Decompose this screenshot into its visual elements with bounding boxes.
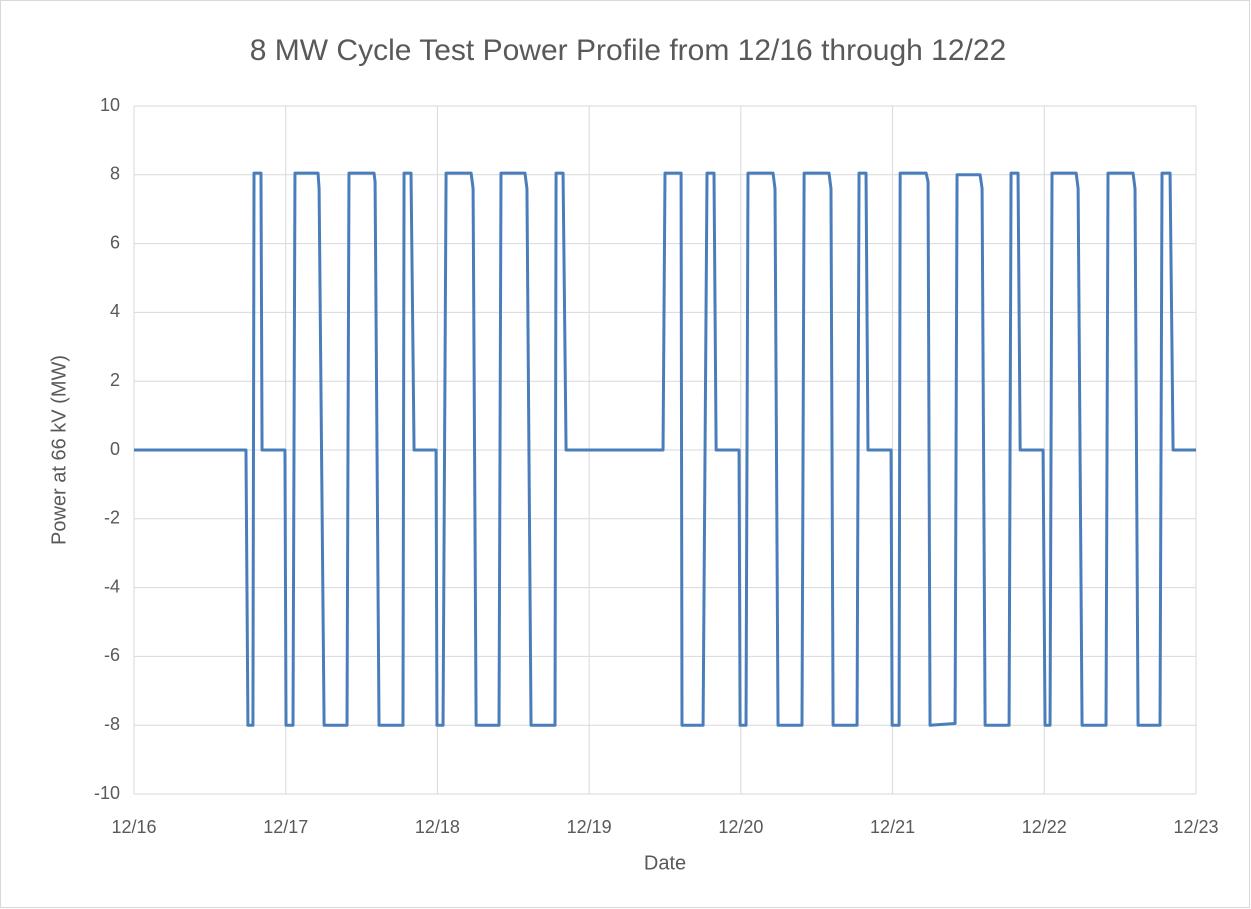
y-tick-label: -10 bbox=[94, 783, 120, 803]
y-tick-label: -6 bbox=[104, 645, 120, 665]
y-tick-label: 6 bbox=[110, 232, 120, 252]
x-tick-label: 12/21 bbox=[870, 817, 915, 837]
chart-title: 8 MW Cycle Test Power Profile from 12/16… bbox=[250, 34, 1006, 67]
x-tick-label: 12/22 bbox=[1022, 817, 1067, 837]
y-tick-label: 0 bbox=[110, 439, 120, 459]
x-tick-label: 12/19 bbox=[567, 817, 612, 837]
x-tick-label: 12/20 bbox=[718, 817, 763, 837]
y-tick-label: -8 bbox=[104, 714, 120, 734]
y-tick-label: 10 bbox=[100, 95, 120, 115]
x-tick-label: 12/18 bbox=[415, 817, 460, 837]
y-tick-label: -2 bbox=[104, 508, 120, 528]
y-tick-label: -4 bbox=[104, 576, 120, 596]
data-line bbox=[134, 171, 1196, 727]
x-tick-label: 12/17 bbox=[263, 817, 308, 837]
x-tick-label: 12/23 bbox=[1173, 817, 1218, 837]
y-tick-label: 2 bbox=[110, 370, 120, 390]
y-tick-label: 8 bbox=[110, 164, 120, 184]
x-axis-label: Date bbox=[644, 852, 686, 874]
x-tick-label: 12/16 bbox=[111, 817, 156, 837]
y-tick-label: 4 bbox=[110, 301, 120, 321]
y-axis-label: Power at 66 kV (MW) bbox=[48, 355, 70, 545]
